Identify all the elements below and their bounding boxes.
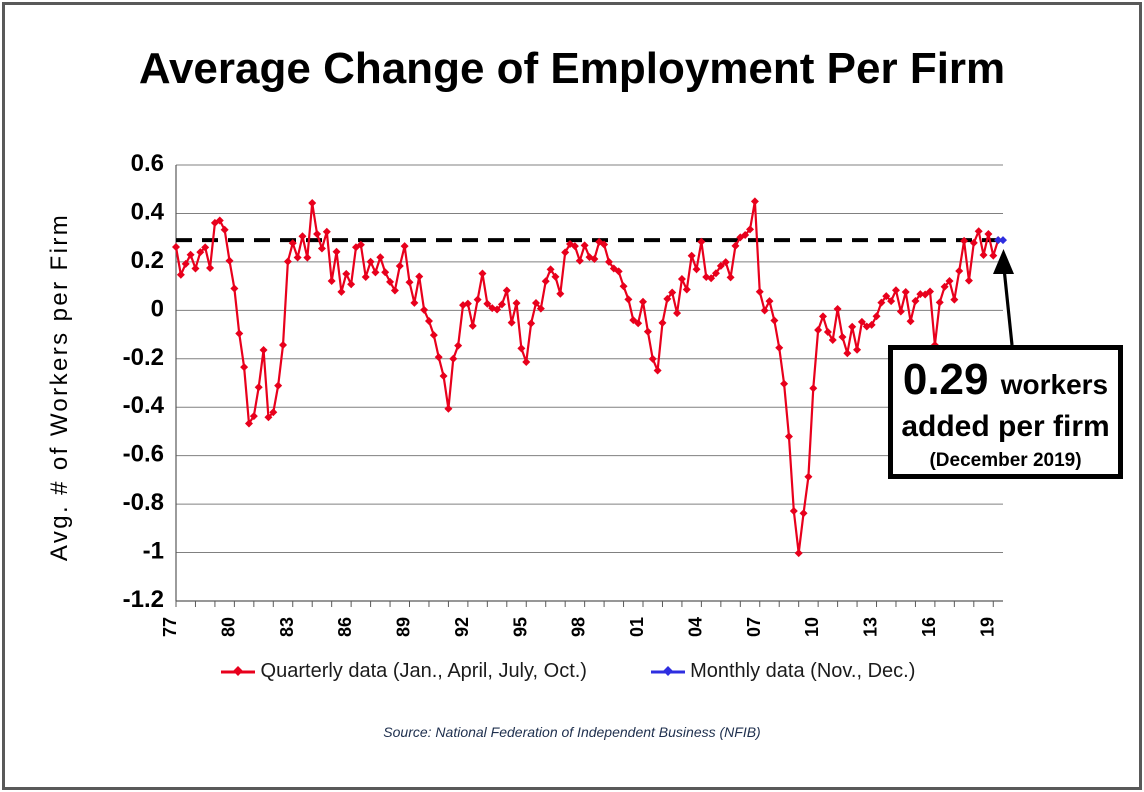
svg-text:89: 89 (394, 617, 414, 637)
svg-text:0.6: 0.6 (131, 150, 164, 177)
svg-text:13: 13 (861, 617, 881, 637)
svg-text:04: 04 (685, 617, 705, 637)
svg-text:77: 77 (160, 617, 180, 637)
svg-text:-0.4: -0.4 (123, 392, 165, 419)
svg-text:0.4: 0.4 (131, 198, 165, 225)
svg-text:19: 19 (977, 617, 997, 637)
svg-text:80: 80 (218, 617, 238, 637)
svg-text:01: 01 (627, 617, 647, 637)
svg-text:-0.2: -0.2 (123, 344, 164, 371)
svg-text:86: 86 (335, 617, 355, 637)
svg-text:-1: -1 (143, 538, 164, 565)
svg-text:98: 98 (569, 617, 589, 637)
svg-text:83: 83 (277, 617, 297, 637)
svg-text:0.2: 0.2 (131, 247, 164, 274)
svg-text:10: 10 (802, 617, 822, 637)
svg-text:-0.8: -0.8 (123, 489, 164, 516)
svg-text:16: 16 (919, 617, 939, 637)
svg-text:07: 07 (744, 617, 764, 637)
svg-text:0: 0 (151, 295, 164, 322)
svg-text:-1.2: -1.2 (123, 586, 164, 613)
svg-text:-0.6: -0.6 (123, 441, 164, 468)
svg-text:95: 95 (510, 617, 530, 637)
svg-text:92: 92 (452, 617, 472, 637)
